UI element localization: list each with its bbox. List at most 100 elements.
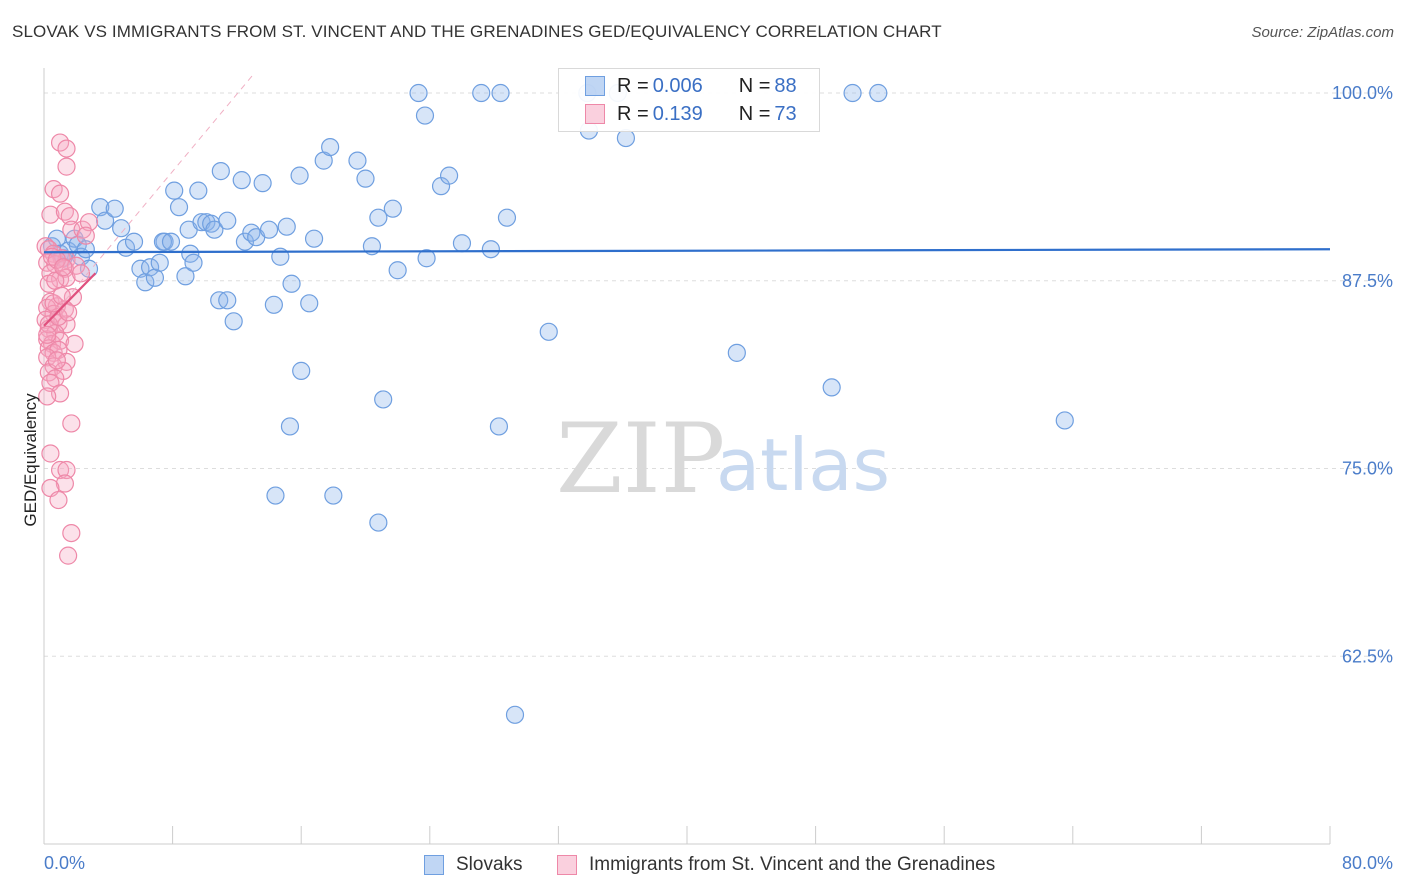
point-slovaks xyxy=(280,417,300,436)
point-immigrants xyxy=(46,271,65,290)
legend-swatch-blue xyxy=(585,76,605,96)
point-slovaks xyxy=(91,198,110,217)
point-immigrants xyxy=(65,334,84,353)
legend-r-label: R = xyxy=(617,102,649,125)
point-slovaks xyxy=(1055,411,1074,430)
point-slovaks xyxy=(205,220,224,239)
point-slovaks xyxy=(497,208,517,227)
point-immigrants xyxy=(59,546,78,565)
legend-n-label: N = xyxy=(738,74,771,97)
point-immigrants xyxy=(62,523,81,543)
point-immigrants xyxy=(55,474,74,493)
legend-r-label: R = xyxy=(617,74,649,97)
watermark-atlas: atlas xyxy=(716,423,890,507)
point-slovaks xyxy=(356,169,375,188)
point-slovaks xyxy=(290,166,309,185)
point-slovaks xyxy=(616,128,636,148)
x-tick-label-min: 0.0% xyxy=(44,853,85,873)
point-slovaks xyxy=(369,208,388,227)
point-slovaks xyxy=(388,261,407,280)
point-slovaks xyxy=(232,171,251,190)
point-slovaks xyxy=(539,322,558,341)
point-immigrants xyxy=(57,460,76,480)
point-slovaks xyxy=(472,83,491,103)
point-slovaks xyxy=(869,83,888,103)
point-slovaks xyxy=(112,219,131,238)
point-slovaks xyxy=(266,486,285,505)
point-immigrants xyxy=(38,387,57,406)
trend-layer xyxy=(43,75,1331,327)
point-slovaks xyxy=(124,232,144,251)
point-slovaks xyxy=(304,229,324,248)
point-immigrants xyxy=(79,213,99,232)
point-immigrants xyxy=(50,460,70,480)
point-slovaks xyxy=(282,274,301,293)
point-slovaks xyxy=(452,234,472,253)
point-slovaks xyxy=(105,199,124,218)
legend-n-value: 88 xyxy=(774,74,797,97)
point-slovaks xyxy=(140,258,160,277)
trend-line-slovaks xyxy=(43,248,1331,254)
point-slovaks xyxy=(292,361,311,380)
point-slovaks xyxy=(727,343,746,362)
chart-title: SLOVAK VS IMMIGRANTS FROM ST. VINCENT AN… xyxy=(12,22,942,41)
point-slovaks xyxy=(264,295,283,314)
y-tick-label: 87.5% xyxy=(1342,271,1393,291)
y-tick-label: 100.0% xyxy=(1332,83,1393,103)
legend-row-immigrants: R = 0.139 N = 73 xyxy=(585,101,797,127)
watermark: ZIP atlas xyxy=(556,403,890,515)
point-slovaks xyxy=(150,253,169,272)
legend-swatch-pink xyxy=(585,104,605,124)
point-immigrants xyxy=(41,205,60,224)
point-immigrants xyxy=(57,157,76,176)
point-slovaks xyxy=(169,198,189,217)
point-immigrants xyxy=(49,490,68,510)
point-slovaks xyxy=(131,259,150,278)
point-slovaks xyxy=(383,199,402,218)
legend-n-value: 73 xyxy=(774,102,797,125)
legend-r-value: 0.139 xyxy=(652,102,703,125)
legend-label-slovaks: Slovaks xyxy=(456,854,523,875)
stats-legend: R = 0.006 N = 88 R = 0.139 N = 73 xyxy=(558,68,820,132)
point-slovaks xyxy=(277,217,296,236)
point-slovaks xyxy=(348,151,367,170)
point-slovaks xyxy=(491,83,510,103)
grid-layer xyxy=(44,92,1392,657)
point-slovaks xyxy=(822,378,841,397)
point-immigrants xyxy=(60,207,79,226)
source-label: Source: ZipAtlas.com xyxy=(1251,24,1394,41)
point-slovaks xyxy=(439,166,459,185)
trend-line-immigrants xyxy=(43,272,97,327)
legend-label-immigrants: Immigrants from St. Vincent and the Gren… xyxy=(589,854,996,875)
point-immigrants xyxy=(50,184,70,203)
point-slovaks xyxy=(218,291,237,310)
legend-swatch-blue xyxy=(424,855,444,875)
point-slovaks xyxy=(489,417,509,436)
legend-n-label: N = xyxy=(738,102,771,125)
point-slovaks xyxy=(95,211,115,230)
point-slovaks xyxy=(415,106,435,125)
watermark-zip: ZIP xyxy=(556,403,725,515)
point-slovaks xyxy=(235,232,255,251)
point-immigrants xyxy=(38,325,57,344)
point-slovaks xyxy=(409,83,428,103)
point-immigrants xyxy=(59,303,78,322)
point-immigrants xyxy=(76,226,95,245)
legend-r-value: 0.006 xyxy=(652,74,703,97)
point-immigrants xyxy=(41,444,60,463)
point-slovaks xyxy=(321,137,340,157)
series-legend: Slovaks Immigrants from St. Vincent and … xyxy=(0,852,1406,878)
point-immigrants xyxy=(57,268,76,287)
legend-item-slovaks: Slovaks xyxy=(424,852,523,878)
legend-row-slovaks: R = 0.006 N = 88 xyxy=(585,73,797,99)
legend-swatch-pink xyxy=(557,855,577,875)
point-slovaks xyxy=(189,181,208,200)
point-immigrants xyxy=(62,414,81,433)
point-immigrants xyxy=(71,264,91,283)
point-immigrants xyxy=(47,351,66,370)
point-immigrants xyxy=(57,139,76,158)
point-slovaks xyxy=(324,486,343,505)
point-slovaks xyxy=(145,268,165,287)
point-slovaks xyxy=(165,181,184,200)
